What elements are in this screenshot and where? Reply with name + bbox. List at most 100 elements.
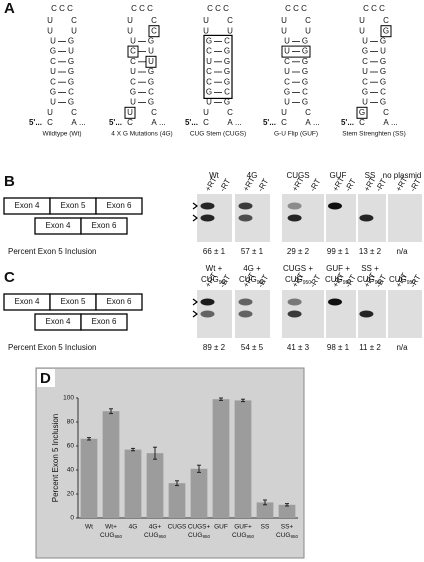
inclusion-value: 13 ± 2 [359, 247, 382, 256]
exon-label: Exon 4 [15, 297, 40, 306]
nucleotide: U [50, 37, 56, 46]
nucleotide: U [127, 16, 133, 25]
x-tick-main: CUG [188, 532, 202, 539]
nucleotide: G [224, 77, 230, 86]
nucleotide: C [383, 16, 389, 25]
nucleotide: G [68, 98, 74, 107]
lane-label: CUGS [286, 171, 309, 180]
x-tick-label: CUG950 [276, 532, 298, 539]
lane-label: no plasmid [383, 171, 422, 180]
gel-band [287, 214, 302, 222]
nucleotide: G [383, 26, 389, 35]
hairpin-label: CUG Stem (CUGS) [190, 131, 246, 138]
nucleotide: G [68, 77, 74, 86]
lane-label: GUF + [326, 264, 350, 273]
inclusion-label: Percent Exon 5 Inclusion [8, 247, 97, 256]
gel-band [287, 202, 302, 210]
x-tick-sub: 950 [202, 534, 210, 539]
nucleotide: C [224, 88, 230, 97]
lane-label-sub: 950 [257, 280, 266, 286]
nucleotide: U [127, 26, 133, 35]
x-tick-label: 4G+ [149, 524, 162, 531]
gel-band [200, 298, 215, 306]
exon-label: Exon 6 [92, 317, 117, 326]
bar [278, 504, 296, 518]
inclusion-value: 54 ± 5 [241, 343, 264, 352]
nucleotide: U [203, 108, 209, 117]
bar [256, 502, 274, 518]
three-prime: ... [159, 118, 166, 127]
lane-label: Wt + [206, 264, 223, 273]
nucleotide: U [284, 98, 290, 107]
band-arrow [192, 298, 198, 318]
nucleotide: C [206, 47, 212, 56]
nucleotide: C [281, 118, 287, 127]
five-prime: 5'... [29, 118, 42, 127]
nucleotide: U [227, 26, 233, 35]
x-tick-label: Wt+ [105, 524, 117, 531]
nucleotide: G [380, 37, 386, 46]
gel-band [238, 214, 253, 222]
nucleotide: C [203, 118, 209, 127]
inclusion-value: n/a [396, 247, 408, 256]
bar [102, 411, 120, 518]
lane-label: 4G [247, 171, 258, 180]
exon-label: Exon 6 [107, 201, 132, 210]
lane-label-sub: 950 [343, 280, 352, 286]
y-tick-label: 100 [63, 395, 74, 402]
nucleotide: C [284, 77, 290, 86]
inclusion-value: 66 ± 1 [203, 247, 226, 256]
hairpin-label: 4 X G Mutations (4G) [111, 131, 172, 138]
x-tick-label: SS [261, 524, 270, 531]
three-prime: ... [79, 118, 86, 127]
nucleotide: U [47, 108, 53, 117]
gel-image [388, 194, 422, 242]
nucleotide: C [227, 108, 233, 117]
gel-band [238, 298, 253, 306]
loop-top: C C C [131, 4, 153, 13]
nucleotide: G [206, 88, 212, 97]
nucleotide: C [68, 88, 74, 97]
gel-band [238, 310, 253, 318]
gel-band [359, 310, 374, 318]
nucleotide: G [302, 67, 308, 76]
nucleotide: C [302, 88, 308, 97]
nucleotide: U [284, 47, 290, 56]
error-bar [87, 437, 91, 441]
nucleotide: U [148, 57, 154, 66]
lane-label-sub: 950 [407, 280, 416, 286]
exon-label: Exon 5 [61, 297, 86, 306]
inclusion-value: 11 ± 2 [359, 343, 381, 352]
lane-label-sub: 950 [375, 280, 384, 286]
bar [190, 468, 208, 518]
lane-label: CUG950 [325, 275, 351, 286]
three-prime: ... [391, 118, 398, 127]
panel-letter: A [4, 0, 15, 17]
loop-top: C C C [363, 4, 385, 13]
nucleotide: U [50, 98, 56, 107]
five-prime: 5'... [109, 118, 122, 127]
nucleotide: U [362, 98, 368, 107]
nucleotide: C [224, 37, 230, 46]
nucleotide: A [383, 118, 389, 127]
x-tick-label: Wt [85, 524, 93, 531]
bar [234, 400, 252, 518]
gel-band [200, 202, 215, 210]
x-tick-label: CUG950 [100, 532, 122, 539]
bar [212, 399, 230, 518]
error-bar [131, 447, 135, 452]
lane-label: CUG950 [285, 275, 311, 286]
nucleotide: G [50, 88, 56, 97]
exon-box [80, 217, 128, 235]
nucleotide: C [127, 118, 133, 127]
x-tick-label: CUG950 [144, 532, 166, 539]
x-tick-sub: 950 [246, 534, 254, 539]
nucleotide: U [148, 47, 154, 56]
gel-band [238, 202, 253, 210]
mutation-box [380, 25, 392, 38]
mutation-box [203, 34, 233, 100]
lane-label: 4G + [243, 264, 261, 273]
nucleotide: G [130, 88, 136, 97]
error-bar [219, 397, 223, 401]
